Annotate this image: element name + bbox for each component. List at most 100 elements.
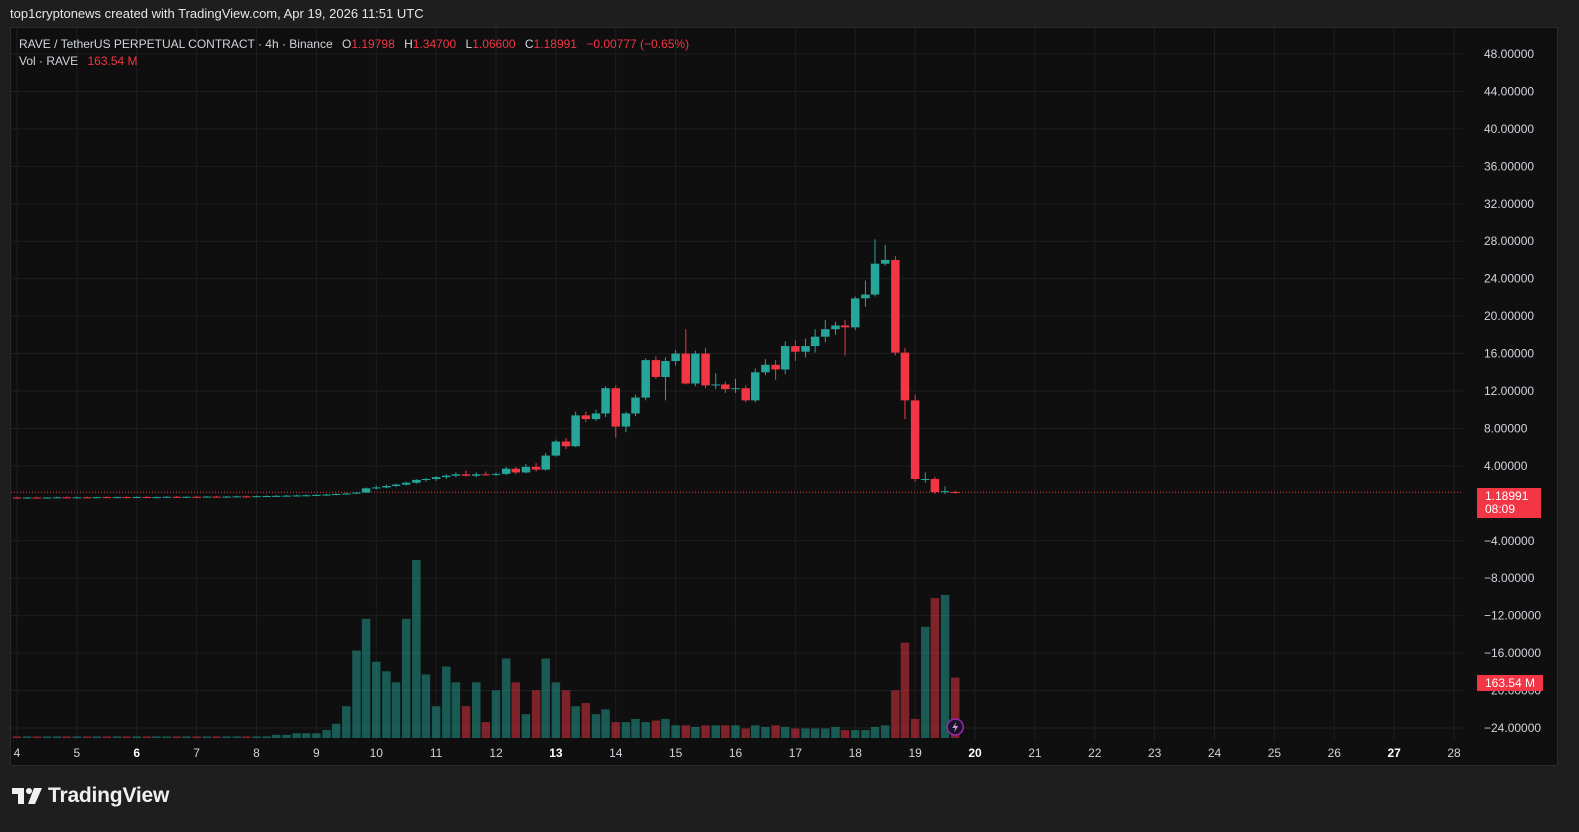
volume-bar	[42, 736, 52, 738]
volume-bar	[162, 736, 171, 738]
candle-body	[880, 259, 890, 264]
symbol-label[interactable]: RAVE / TetherUS PERPETUAL CONTRACT · 4h …	[19, 37, 333, 51]
y-tick-label: 40.00000	[1484, 122, 1534, 136]
y-tick-label: 28.00000	[1484, 234, 1534, 248]
volume-bar	[731, 725, 740, 738]
candle-body	[301, 495, 311, 497]
volume-bar	[262, 736, 271, 738]
volume-bar	[92, 736, 101, 738]
candle-body	[761, 364, 770, 373]
candle-body	[591, 413, 601, 420]
candle-body	[940, 491, 950, 493]
candle-body	[152, 497, 161, 499]
candle-body	[442, 475, 451, 478]
volume-bar	[222, 736, 231, 738]
volume-bar	[671, 725, 680, 738]
x-tick-label: 22	[1088, 746, 1102, 760]
volume-bar	[22, 736, 32, 738]
x-tick-label: 5	[74, 746, 81, 760]
volume-bar	[282, 734, 291, 738]
candle-body	[561, 441, 571, 447]
volume-bar	[202, 736, 212, 738]
candle-body	[831, 325, 840, 330]
volume-bar	[442, 666, 451, 738]
candle-body	[840, 325, 850, 328]
y-tick-label: 36.00000	[1484, 159, 1534, 173]
x-tick-label: 21	[1028, 746, 1042, 760]
candle-body	[52, 497, 62, 499]
volume-bar	[691, 726, 700, 738]
last-price-value: 1.18991	[1485, 489, 1529, 503]
close-label: C	[524, 37, 534, 51]
candle-body	[372, 487, 381, 489]
volume-bar	[661, 718, 670, 738]
candle-body	[501, 468, 511, 474]
volume-bar	[641, 722, 650, 738]
volume-bar	[621, 722, 631, 738]
volume-bar	[810, 728, 820, 738]
y-tick-label: 16.00000	[1484, 347, 1534, 361]
candle-body	[891, 259, 900, 353]
volume-bar	[571, 706, 580, 738]
x-tick-label: 26	[1328, 746, 1342, 760]
x-tick-label: 13	[549, 746, 563, 760]
volume-bar	[122, 736, 131, 738]
candle-body	[32, 497, 42, 499]
candle-body	[352, 492, 361, 494]
volume-label[interactable]: Vol · RAVE	[19, 54, 79, 68]
volume-bar	[212, 736, 221, 738]
candle-body	[481, 474, 491, 476]
y-tick-label: 44.00000	[1484, 84, 1534, 98]
candle-body	[92, 497, 101, 499]
volume-bar	[780, 726, 790, 738]
volume-bar	[511, 682, 521, 738]
candle-body	[451, 474, 461, 476]
close-value: 1.18991	[533, 37, 577, 51]
volume-bar	[292, 733, 301, 738]
volume-bar	[301, 733, 311, 738]
candle-body	[382, 486, 391, 488]
volume-bar	[591, 714, 601, 738]
volume-bar	[651, 720, 661, 738]
change-value: −0.00777 (−0.65%)	[586, 37, 690, 51]
candle-body	[810, 336, 820, 347]
volume-bar	[252, 736, 261, 738]
candle-body	[751, 372, 760, 401]
x-tick-label: 6	[133, 746, 140, 760]
volume-bar	[331, 723, 341, 738]
lightning-icon[interactable]	[946, 718, 964, 736]
candle-body	[162, 496, 171, 498]
x-tick-label: 24	[1208, 746, 1222, 760]
volume-bar	[352, 650, 361, 738]
volume-bar	[112, 736, 122, 738]
x-tick-label: 12	[489, 746, 503, 760]
x-tick-label: 14	[609, 746, 623, 760]
candle-body	[82, 497, 92, 499]
x-tick-label: 18	[849, 746, 863, 760]
candle-body	[631, 397, 640, 414]
x-tick-label: 25	[1268, 746, 1282, 760]
candle-body	[771, 364, 780, 370]
candle-body	[671, 353, 680, 362]
candle-body	[72, 497, 82, 499]
volume-bar	[132, 736, 141, 738]
volume-bar	[172, 736, 182, 738]
volume-bar	[521, 714, 531, 738]
low-value: 1.06600	[472, 37, 516, 51]
footer-brand[interactable]: TradingView	[12, 784, 169, 808]
candlestick-chart[interactable]: 48.0000044.0000040.0000036.0000032.00000…	[11, 28, 1559, 767]
open-label: O	[342, 37, 352, 51]
chart-legend: RAVE / TetherUS PERPETUAL CONTRACT · 4h …	[19, 36, 689, 70]
volume-bar	[461, 706, 471, 738]
volume-bar	[152, 736, 161, 738]
candle-body	[242, 496, 251, 498]
candle-body	[950, 492, 960, 494]
candle-body	[861, 294, 870, 299]
candle-body	[691, 353, 700, 384]
volume-bar	[771, 725, 780, 738]
volume-bar	[232, 736, 241, 738]
volume-bar	[52, 736, 62, 738]
chart-panel[interactable]: 48.00000 44.00000 40.00000 36.00000 32.00000…	[10, 27, 1558, 766]
y-tick-label: −8.00000	[1484, 571, 1535, 585]
candle-body	[741, 388, 750, 401]
